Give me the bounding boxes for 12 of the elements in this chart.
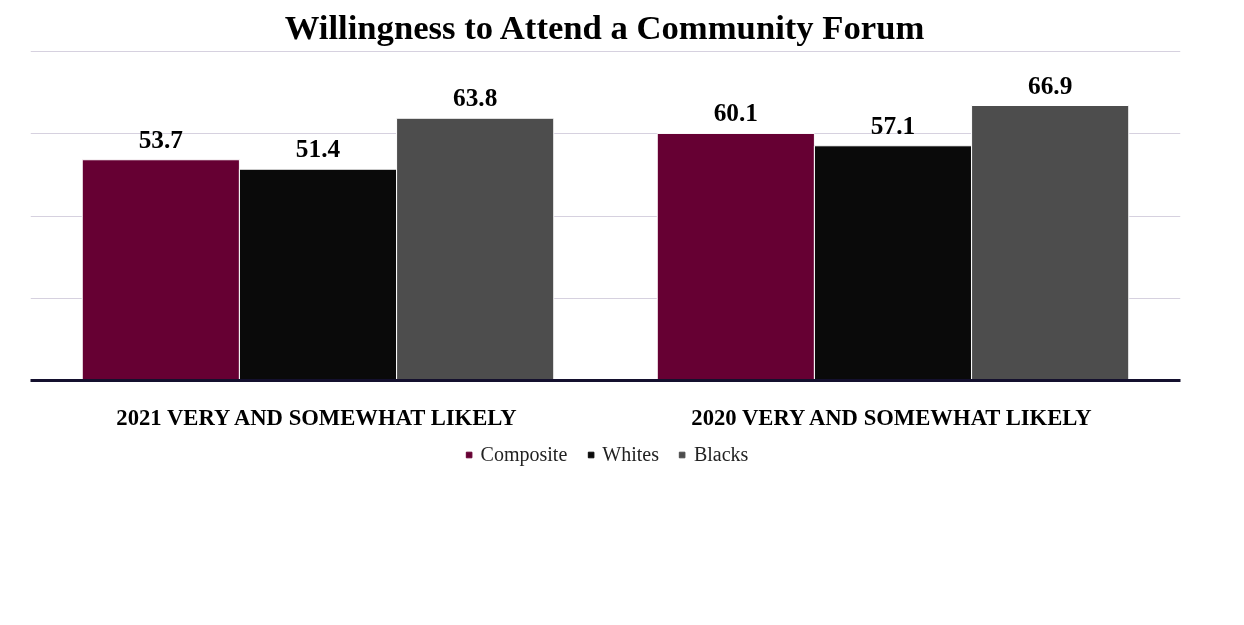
data-label: 66.9 [1028,70,1073,99]
chart-title: Willingness to Attend a Community Forum [284,7,925,46]
legend-label: Composite [480,442,568,466]
legend-label: Blacks [693,442,749,466]
data-label: 57.1 [870,110,916,139]
data-label: 63.8 [453,83,498,112]
data-label: 53.7 [138,124,184,153]
data-label: 51.4 [295,134,341,163]
x-tick-label: 2020 VERY AND SOMEWHAT LIKELY [691,404,1092,430]
data-label: 60.1 [713,98,758,127]
x-tick-label: 2021 VERY AND SOMEWHAT LIKELY [116,404,517,430]
legend-label: Whites [602,442,659,466]
